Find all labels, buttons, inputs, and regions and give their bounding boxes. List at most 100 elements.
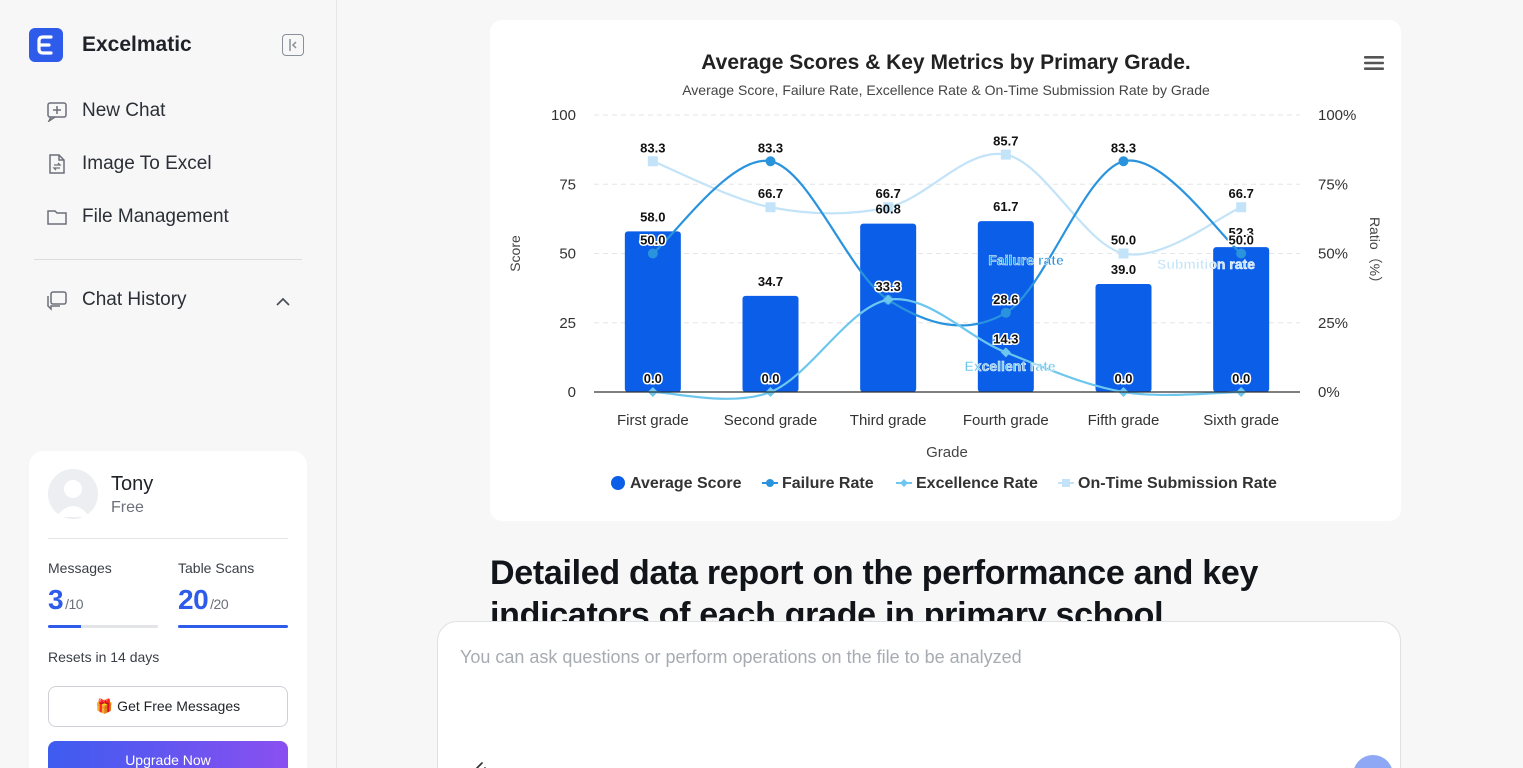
y-tick-label: 50 bbox=[559, 246, 576, 263]
y2-tick-label: 100% bbox=[1318, 107, 1356, 124]
chat-input[interactable] bbox=[460, 647, 1360, 668]
y-tick-label: 100 bbox=[551, 107, 576, 124]
legend-marker bbox=[611, 476, 625, 490]
card-divider bbox=[48, 538, 288, 539]
sidebar-item-image-to-excel[interactable]: Image To Excel bbox=[46, 153, 212, 175]
chart-card: Average Scores & Key Metrics by Primary … bbox=[490, 20, 1401, 521]
line-data-label: 33.3 bbox=[876, 279, 901, 294]
line-data-label: 50.0 bbox=[1229, 233, 1254, 248]
table-scans-used: 20 bbox=[178, 584, 209, 615]
x-tick-label: Sixth grade bbox=[1203, 412, 1279, 429]
y2-axis-title: Ratio（%） bbox=[1367, 217, 1383, 290]
chat-history-icon bbox=[46, 289, 68, 311]
get-free-messages-button[interactable]: 🎁 Get Free Messages bbox=[48, 686, 288, 727]
line-data-label: 0.0 bbox=[1114, 371, 1132, 386]
table-scans-progress-fill bbox=[178, 625, 288, 628]
bar bbox=[1213, 247, 1270, 392]
chart: Average Scores & Key Metrics by Primary … bbox=[507, 51, 1383, 492]
series-point bbox=[765, 156, 776, 167]
x-axis-title: Grade bbox=[926, 444, 968, 461]
series-point bbox=[647, 156, 658, 167]
series-point bbox=[1118, 156, 1129, 167]
avatar[interactable] bbox=[48, 469, 98, 519]
y2-tick-label: 75% bbox=[1318, 176, 1348, 193]
new-chat-icon bbox=[46, 100, 68, 122]
series-point bbox=[647, 248, 658, 259]
composer bbox=[437, 621, 1401, 768]
line-data-label: 66.7 bbox=[876, 186, 901, 201]
series-point bbox=[765, 202, 776, 213]
line-data-label: 50.0 bbox=[1111, 233, 1136, 248]
messages-used: 3 bbox=[48, 584, 64, 615]
messages-count: 3/10 bbox=[48, 584, 84, 616]
series-annotation: Submition rate bbox=[1157, 256, 1255, 272]
upgrade-now-button[interactable]: Upgrade Now bbox=[48, 741, 288, 768]
messages-progress bbox=[48, 625, 158, 628]
y2-tick-label: 25% bbox=[1318, 315, 1348, 332]
user-card: Tony Free Messages 3/10 Table Scans 20/2… bbox=[29, 451, 307, 768]
folder-icon bbox=[46, 206, 68, 228]
series-point bbox=[1000, 149, 1011, 160]
bar bbox=[624, 231, 681, 392]
line-data-label: 0.0 bbox=[1232, 371, 1250, 386]
series-point bbox=[883, 294, 894, 305]
chevron-up-icon[interactable] bbox=[274, 293, 292, 316]
bar-data-label: 39.0 bbox=[1111, 262, 1136, 277]
line-data-label: 33.3 bbox=[876, 279, 901, 294]
line-data-label: 14.3 bbox=[993, 331, 1018, 346]
line-data-label: 0.0 bbox=[761, 371, 779, 386]
legend-marker bbox=[1062, 479, 1070, 487]
bar bbox=[1095, 283, 1152, 392]
sidebar-item-label: File Management bbox=[82, 206, 229, 227]
x-tick-label: Fourth grade bbox=[963, 412, 1049, 429]
y2-tick-label: 0% bbox=[1318, 384, 1340, 401]
x-tick-label: First grade bbox=[617, 412, 689, 429]
legend-entry: Failure Rate bbox=[782, 475, 874, 492]
x-tick-label: Fifth grade bbox=[1088, 412, 1160, 429]
sidebar-item-label: Image To Excel bbox=[82, 153, 212, 174]
sidebar-item-label: New Chat bbox=[82, 100, 166, 121]
sidebar: Excelmatic New Chat Image To Excel File … bbox=[0, 0, 337, 768]
line-data-label: 28.6 bbox=[993, 292, 1018, 307]
collapse-sidebar-icon[interactable] bbox=[282, 34, 304, 56]
sidebar-divider bbox=[34, 259, 302, 260]
user-name: Tony bbox=[111, 473, 154, 495]
y-axis-title: Score bbox=[507, 235, 523, 272]
series-line bbox=[652, 159, 1242, 327]
legend-entry: Excellence Rate bbox=[916, 475, 1038, 492]
x-tick-label: Third grade bbox=[850, 412, 927, 429]
attach-icon[interactable] bbox=[466, 757, 490, 768]
resets-text: Resets in 14 days bbox=[48, 649, 160, 665]
sidebar-item-new-chat[interactable]: New Chat bbox=[46, 100, 165, 122]
table-scans-progress bbox=[178, 625, 288, 628]
messages-label: Messages bbox=[48, 560, 112, 576]
bar bbox=[977, 221, 1034, 392]
bar-data-label: 58.0 bbox=[640, 209, 665, 224]
line-data-label: 66.7 bbox=[758, 186, 783, 201]
image-to-excel-icon bbox=[46, 153, 68, 175]
legend-marker bbox=[766, 479, 774, 487]
legend-marker bbox=[900, 479, 908, 487]
y-tick-label: 75 bbox=[559, 176, 576, 193]
chart-title: Average Scores & Key Metrics by Primary … bbox=[701, 51, 1190, 74]
brand[interactable]: Excelmatic bbox=[29, 28, 192, 62]
bar-data-label: 61.7 bbox=[993, 199, 1018, 214]
line-data-label: 83.3 bbox=[640, 140, 665, 155]
sidebar-item-chat-history[interactable]: Chat History bbox=[46, 289, 187, 311]
y2-tick-label: 50% bbox=[1318, 246, 1348, 263]
series-point bbox=[1118, 248, 1129, 259]
x-tick-label: Second grade bbox=[724, 412, 817, 429]
legend-entry: On-Time Submission Rate bbox=[1078, 475, 1277, 492]
bar-data-label: 60.8 bbox=[876, 202, 901, 217]
y-tick-label: 0 bbox=[568, 384, 576, 401]
user-plan: Free bbox=[111, 499, 144, 516]
series-annotation: Failure rate bbox=[988, 252, 1064, 268]
series-annotation: Excellent rate bbox=[964, 358, 1055, 374]
send-button[interactable] bbox=[1353, 755, 1393, 768]
legend-entry: Average Score bbox=[630, 475, 742, 492]
line-data-label: 85.7 bbox=[993, 134, 1018, 149]
chart-menu-icon[interactable] bbox=[1363, 53, 1385, 73]
sidebar-item-file-management[interactable]: File Management bbox=[46, 206, 229, 228]
line-data-label: 66.7 bbox=[1229, 186, 1254, 201]
series-point bbox=[1000, 307, 1011, 318]
